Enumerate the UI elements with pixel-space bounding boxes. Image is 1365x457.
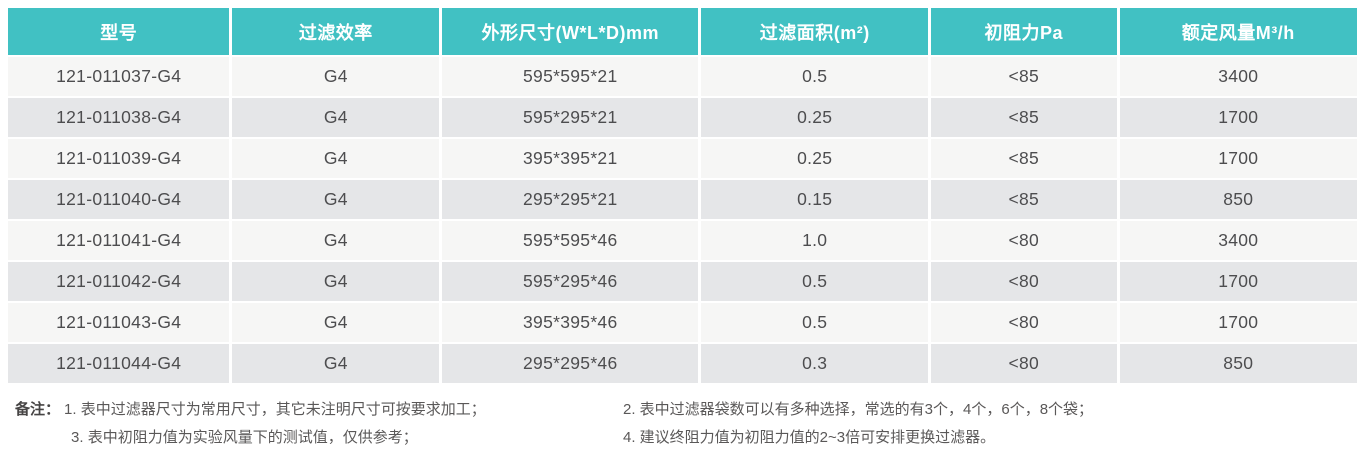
cell-filter-area: 0.15: [701, 180, 929, 219]
col-header-filter-area: 过滤面积(m²): [701, 8, 929, 55]
cell-dimensions: 295*295*46: [442, 344, 699, 383]
table-row: 121-011042-G4 G4 595*295*46 0.5 <80 1700: [8, 262, 1357, 301]
table-row: 121-011039-G4 G4 395*395*21 0.25 <85 1700: [8, 139, 1357, 178]
table-row: 121-011041-G4 G4 595*595*46 1.0 <80 3400: [8, 221, 1357, 260]
cell-dimensions: 595*295*21: [442, 98, 699, 137]
cell-efficiency: G4: [232, 57, 440, 96]
cell-dimensions: 395*395*21: [442, 139, 699, 178]
cell-initial-resistance: <85: [931, 57, 1117, 96]
cell-rated-airflow: 1700: [1119, 98, 1357, 137]
cell-rated-airflow: 850: [1119, 344, 1357, 383]
cell-rated-airflow: 1700: [1119, 303, 1357, 342]
cell-rated-airflow: 850: [1119, 180, 1357, 219]
cell-dimensions: 395*395*46: [442, 303, 699, 342]
cell-model: 121-011040-G4: [8, 180, 230, 219]
col-header-efficiency: 过滤效率: [232, 8, 440, 55]
table-row: 121-011037-G4 G4 595*595*21 0.5 <85 3400: [8, 57, 1357, 96]
notes-section: 备注： 1. 表中过滤器尺寸为常用尺寸，其它未注明尺寸可按要求加工； 3. 表中…: [15, 396, 1360, 452]
note-line-3: 3. 表中初阻力值为实验风量下的测试值，仅供参考；: [71, 429, 418, 446]
notes-label: 备注：: [15, 401, 61, 418]
cell-initial-resistance: <80: [931, 221, 1117, 260]
table-row: 121-011040-G4 G4 295*295*21 0.15 <85 850: [8, 180, 1357, 219]
table-row: 121-011044-G4 G4 295*295*46 0.3 <80 850: [8, 344, 1357, 383]
cell-model: 121-011041-G4: [8, 221, 230, 260]
cell-model: 121-011039-G4: [8, 139, 230, 178]
cell-rated-airflow: 1700: [1119, 262, 1357, 301]
col-header-model: 型号: [8, 8, 230, 55]
cell-initial-resistance: <85: [931, 98, 1117, 137]
cell-dimensions: 595*295*46: [442, 262, 699, 301]
cell-initial-resistance: <80: [931, 344, 1117, 383]
notes-left-lines: 1. 表中过滤器尺寸为常用尺寸，其它未注明尺寸可按要求加工； 3. 表中初阻力值…: [64, 396, 623, 452]
cell-model: 121-011037-G4: [8, 57, 230, 96]
cell-model: 121-011042-G4: [8, 262, 230, 301]
cell-filter-area: 1.0: [701, 221, 929, 260]
filter-spec-table: 型号 过滤效率 外形尺寸(W*L*D)mm 过滤面积(m²) 初阻力Pa 额定风…: [5, 6, 1360, 385]
cell-rated-airflow: 3400: [1119, 57, 1357, 96]
cell-efficiency: G4: [232, 303, 440, 342]
col-header-initial-resistance: 初阻力Pa: [931, 8, 1117, 55]
cell-efficiency: G4: [232, 180, 440, 219]
cell-dimensions: 595*595*46: [442, 221, 699, 260]
note-line-4: 4. 建议终阻力值为初阻力值的2~3倍可安排更换过滤器。: [623, 429, 996, 446]
cell-model: 121-011043-G4: [8, 303, 230, 342]
header-row: 型号 过滤效率 外形尺寸(W*L*D)mm 过滤面积(m²) 初阻力Pa 额定风…: [8, 8, 1357, 55]
cell-dimensions: 295*295*21: [442, 180, 699, 219]
cell-model: 121-011044-G4: [8, 344, 230, 383]
cell-initial-resistance: <80: [931, 262, 1117, 301]
notes-right-column: 2. 表中过滤器袋数可以有多种选择，常选的有3个，4个，6个，8个袋； 4. 建…: [623, 396, 1360, 452]
cell-initial-resistance: <85: [931, 180, 1117, 219]
cell-filter-area: 0.5: [701, 262, 929, 301]
table-body: 121-011037-G4 G4 595*595*21 0.5 <85 3400 121-0…: [8, 57, 1357, 383]
col-header-dimensions: 外形尺寸(W*L*D)mm: [442, 8, 699, 55]
cell-filter-area: 0.3: [701, 344, 929, 383]
cell-filter-area: 0.5: [701, 303, 929, 342]
cell-efficiency: G4: [232, 221, 440, 260]
cell-efficiency: G4: [232, 139, 440, 178]
col-header-rated-airflow: 额定风量M³/h: [1119, 8, 1357, 55]
cell-initial-resistance: <85: [931, 139, 1117, 178]
cell-efficiency: G4: [232, 98, 440, 137]
note-line-1: 1. 表中过滤器尺寸为常用尺寸，其它未注明尺寸可按要求加工；: [64, 401, 486, 418]
table-row: 121-011043-G4 G4 395*395*46 0.5 <80 1700: [8, 303, 1357, 342]
cell-initial-resistance: <80: [931, 303, 1117, 342]
cell-rated-airflow: 3400: [1119, 221, 1357, 260]
note-line-2: 2. 表中过滤器袋数可以有多种选择，常选的有3个，4个，6个，8个袋；: [623, 401, 1094, 418]
cell-filter-area: 0.5: [701, 57, 929, 96]
cell-efficiency: G4: [232, 344, 440, 383]
cell-efficiency: G4: [232, 262, 440, 301]
cell-rated-airflow: 1700: [1119, 139, 1357, 178]
cell-dimensions: 595*595*21: [442, 57, 699, 96]
cell-filter-area: 0.25: [701, 139, 929, 178]
notes-left-column: 备注： 1. 表中过滤器尺寸为常用尺寸，其它未注明尺寸可按要求加工； 3. 表中…: [15, 396, 623, 452]
cell-filter-area: 0.25: [701, 98, 929, 137]
cell-model: 121-011038-G4: [8, 98, 230, 137]
table-row: 121-011038-G4 G4 595*295*21 0.25 <85 1700: [8, 98, 1357, 137]
